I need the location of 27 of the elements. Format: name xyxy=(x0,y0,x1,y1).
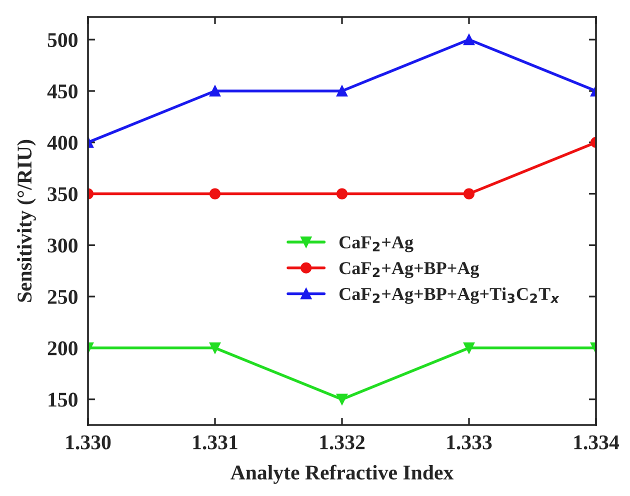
y-tick-label: 350 xyxy=(48,187,78,202)
point xyxy=(336,85,348,97)
x-tick-label: 1.332 xyxy=(320,435,365,450)
legend-label: CaF$_{2}$+Ag+BP+Ag xyxy=(339,262,480,278)
y-tick-label: 300 xyxy=(48,238,78,253)
x-tick-label: 1.334 xyxy=(574,435,620,450)
x-tick-label: 1.330 xyxy=(66,435,111,450)
x-tick-label: 1.333 xyxy=(447,435,492,450)
y-tick-label: 500 xyxy=(48,32,78,48)
point xyxy=(209,188,221,200)
point xyxy=(463,342,475,354)
point xyxy=(209,85,221,97)
point xyxy=(336,188,348,200)
point xyxy=(463,34,475,46)
y-tick-label: 150 xyxy=(48,392,78,407)
y-tick-label: 400 xyxy=(47,136,78,150)
y-tick-label: 250 xyxy=(48,290,78,304)
x-tick-label: 1.331 xyxy=(193,435,238,450)
y-tick-label: 200 xyxy=(48,341,78,356)
point xyxy=(463,188,475,200)
legend-label: CaF$_{2}$+Ag xyxy=(339,236,414,252)
x-axis-title: Analyte Refractive Index xyxy=(230,464,454,484)
y-tick-label: 450 xyxy=(47,84,78,98)
point xyxy=(336,394,348,405)
legend-label: CaF$_{2}$+Ag+BP+Ag+Ti$_{3}$C$_{2}$T$_{x}$ xyxy=(339,287,560,304)
y-axis-title: Sensitivity (°/RIU) xyxy=(16,140,36,302)
point xyxy=(209,342,221,354)
